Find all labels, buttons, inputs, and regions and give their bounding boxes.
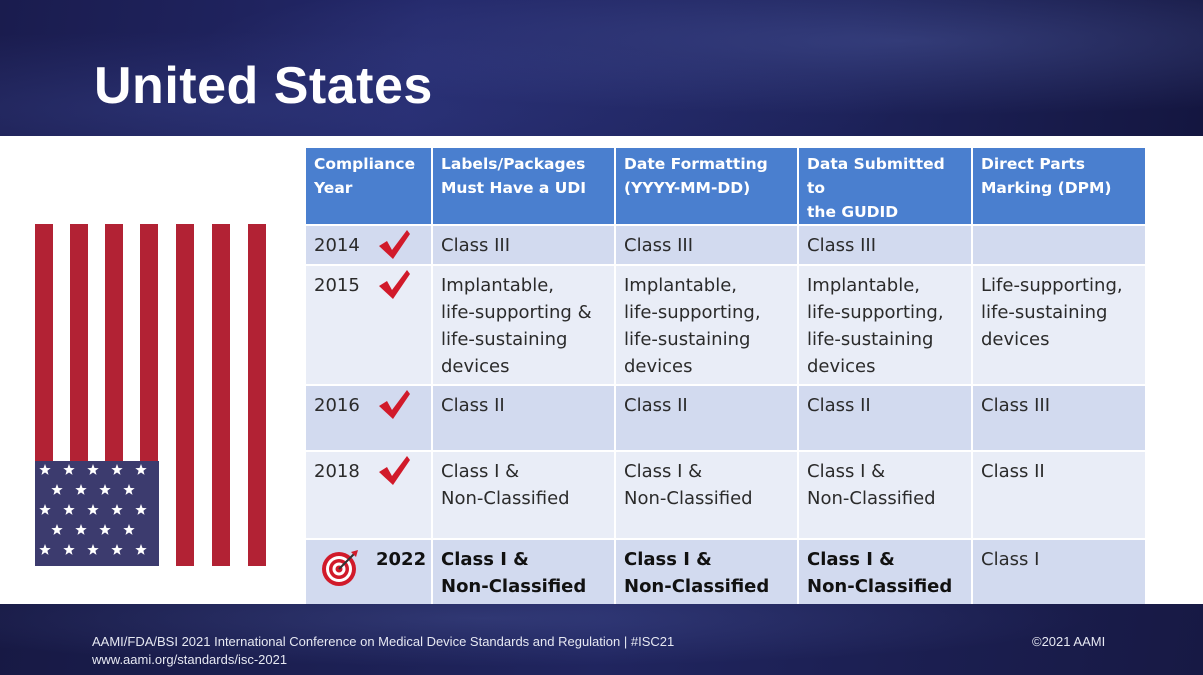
- table-cell: Class I: [971, 538, 1147, 610]
- flag-star: [99, 484, 111, 495]
- table-cell: Implantable, life-supporting, life-susta…: [614, 264, 799, 386]
- flag-stripe: [176, 224, 194, 566]
- table-cell: Class II: [797, 384, 973, 452]
- year-cell: 2016: [304, 384, 433, 452]
- table-row: 2016 Class II Class II Class II Class II…: [304, 384, 1147, 452]
- slide-title: United States: [94, 57, 433, 115]
- flag-star: [135, 504, 147, 515]
- flag-star: [123, 484, 135, 495]
- checkmark-icon: [379, 390, 410, 419]
- year-label: 2018: [314, 461, 360, 482]
- table-cell: Class III: [797, 224, 973, 266]
- flag-star: [39, 504, 51, 515]
- table-cell: Class II: [431, 384, 616, 452]
- table-cell: Implantable, life-supporting & life-sust…: [431, 264, 616, 386]
- flag-star: [111, 504, 123, 515]
- footer-conference-text: AAMI/FDA/BSI 2021 International Conferen…: [92, 634, 675, 649]
- header-compliance-year: Compliance Year: [304, 146, 433, 226]
- year-cell: 2015: [304, 264, 433, 386]
- table-row: 2018 Class I & Non-Classified Class I & …: [304, 450, 1147, 540]
- table-cell: Class II: [614, 384, 799, 452]
- footer-banner: [0, 604, 1203, 675]
- year-cell: 2014: [304, 224, 433, 266]
- table-cell: Class III: [971, 384, 1147, 452]
- flag-star: [39, 544, 51, 555]
- checkmark-icon: [379, 456, 410, 485]
- header-date-formatting: Date Formatting (YYYY-MM-DD): [614, 146, 799, 226]
- us-flag-image: [35, 224, 266, 566]
- flag-star: [87, 464, 99, 475]
- target-icon: [322, 550, 358, 586]
- year-label: 2015: [314, 275, 360, 296]
- flag-star: [135, 464, 147, 475]
- year-label: 2022: [376, 549, 427, 570]
- flag-star: [111, 544, 123, 555]
- flag-star: [63, 504, 75, 515]
- table-cell: Class I & Non-Classified: [797, 538, 973, 610]
- table-header-row: Compliance Year Labels/Packages Must Hav…: [304, 146, 1147, 226]
- year-label: 2014: [314, 235, 360, 256]
- table-row: 2014 Class III Class III Class III: [304, 224, 1147, 266]
- table-cell: Class II: [971, 450, 1147, 540]
- table-cell: Class III: [614, 224, 799, 266]
- table-row: 2022 Class I & Non-Classified Class I & …: [304, 538, 1147, 610]
- copyright-text: ©2021 AAMI: [1032, 634, 1106, 649]
- year-cell: 2018: [304, 450, 433, 540]
- table-cell: Implantable, life-supporting, life-susta…: [797, 264, 973, 386]
- header-banner: [0, 0, 1203, 136]
- checkmark-icon: [379, 230, 410, 259]
- flag-star: [123, 524, 135, 535]
- table-cell: Class I & Non-Classified: [614, 450, 799, 540]
- table-cell: [971, 224, 1147, 266]
- table-cell: Class I & Non-Classified: [431, 450, 616, 540]
- table-row: 2015 Implantable, life-supporting & life…: [304, 264, 1147, 386]
- checkmark-icon: [379, 270, 410, 299]
- flag-star: [51, 484, 63, 495]
- table-cell: Class III: [431, 224, 616, 266]
- flag-stripe: [212, 224, 230, 566]
- flag-star: [63, 544, 75, 555]
- footer-url-text: www.aami.org/standards/isc-2021: [92, 652, 288, 667]
- flag-star: [87, 504, 99, 515]
- flag-star: [75, 524, 87, 535]
- flag-star: [51, 524, 63, 535]
- flag-stripe: [248, 224, 266, 566]
- flag-star: [75, 484, 87, 495]
- header-direct-parts-marking: Direct Parts Marking (DPM): [971, 146, 1147, 226]
- flag-star: [135, 544, 147, 555]
- table-cell: Class I & Non-Classified: [431, 538, 616, 610]
- header-data-submitted: Data Submitted to the GUDID: [797, 146, 973, 226]
- table-cell: Class I & Non-Classified: [797, 450, 973, 540]
- year-cell: 2022: [304, 538, 433, 610]
- header-labels-packages: Labels/Packages Must Have a UDI: [431, 146, 616, 226]
- flag-star: [63, 464, 75, 475]
- flag-star: [87, 544, 99, 555]
- flag-star: [111, 464, 123, 475]
- flag-star: [39, 464, 51, 475]
- table-cell: Life-supporting, life-sustaining devices: [971, 264, 1147, 386]
- flag-star: [99, 524, 111, 535]
- year-label: 2016: [314, 395, 360, 416]
- udi-compliance-table: Compliance Year Labels/Packages Must Hav…: [304, 146, 1147, 610]
- table-cell: Class I & Non-Classified: [614, 538, 799, 610]
